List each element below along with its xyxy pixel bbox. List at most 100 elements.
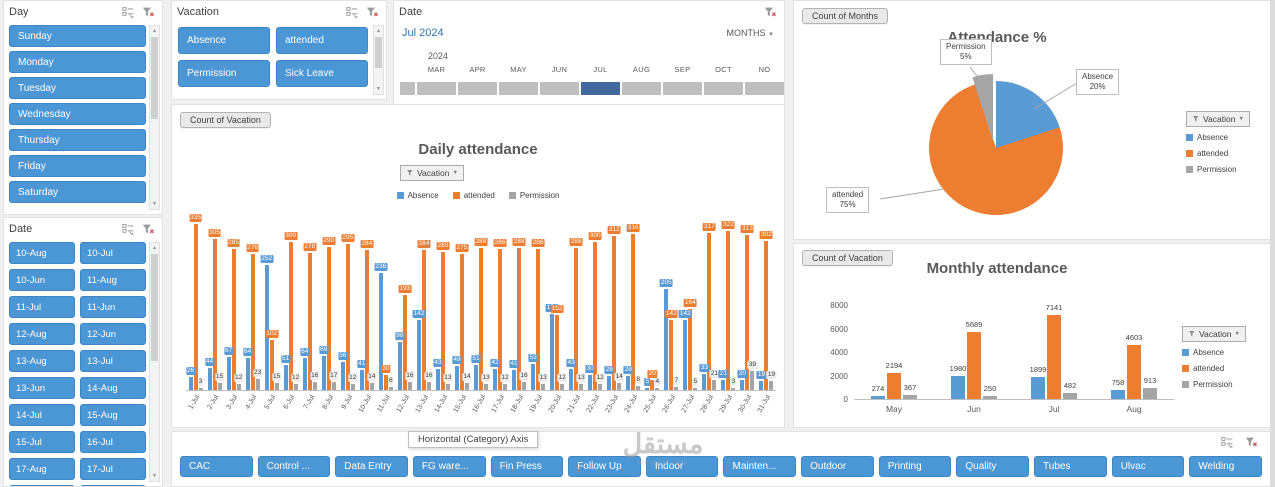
slicer-item-permission[interactable]: Permission: [178, 60, 270, 87]
timeline-segment-selected[interactable]: [581, 82, 620, 95]
bar-absence: [378, 273, 383, 390]
bar-attended: [745, 235, 750, 390]
scroll-up-icon[interactable]: ▲: [152, 245, 157, 251]
timeline-segment[interactable]: [745, 82, 784, 95]
slicer-item-11-jun[interactable]: 11-Jun: [80, 296, 146, 318]
timeline-segment[interactable]: [400, 82, 415, 95]
data-label: 13: [443, 373, 453, 382]
timeline-segment[interactable]: [540, 82, 579, 95]
scroll-up-icon[interactable]: ▲: [376, 28, 381, 34]
monthly-bar-group: 1980 5689 250: [934, 306, 1014, 399]
slicer-item-17-jul[interactable]: 17-Jul: [80, 458, 146, 480]
slicer-item-mainten-[interactable]: Mainten...: [723, 456, 797, 477]
timeline-month: JUN: [540, 65, 579, 95]
slicer-item-13-jul[interactable]: 13-Jul: [80, 350, 146, 372]
timeline-segment[interactable]: [499, 82, 538, 95]
slicer-item-10-jul[interactable]: 10-Jul: [80, 242, 146, 264]
slicer-item-17-aug[interactable]: 17-Aug: [9, 458, 75, 480]
slicer-item-saturday[interactable]: Saturday: [9, 181, 146, 203]
slicer-item-cac[interactable]: CAC: [180, 456, 253, 477]
legend-swatch: [1186, 150, 1193, 157]
count-of-vacation-button[interactable]: Count of Vacation: [180, 112, 271, 128]
slicer-item-data-entry[interactable]: Data Entry: [335, 456, 408, 477]
count-of-months-button[interactable]: Count of Months: [802, 8, 889, 24]
clear-filter-icon[interactable]: [762, 5, 779, 20]
slicer-item-10-aug[interactable]: 10-Aug: [9, 242, 75, 264]
department-slicer-list: CAC Control ... Data Entry FG ware... Fin Pr…: [180, 456, 1262, 477]
daily-bar-group: 28 312 14 23-Jul: [604, 209, 624, 414]
slicer-item-16-jul[interactable]: 16-Jul: [80, 431, 146, 453]
slicer-item-11-aug[interactable]: 11-Aug: [80, 269, 146, 291]
timeline-segment[interactable]: [704, 82, 743, 95]
vacation-filter-button[interactable]: Vacation ▼: [1186, 111, 1250, 127]
date-slicer-scrollbar[interactable]: ▲ ▼: [149, 242, 160, 482]
clear-filter-icon[interactable]: [140, 222, 157, 237]
slicer-item-15-aug[interactable]: 15-Aug: [80, 404, 146, 426]
slicer-item-tubes[interactable]: Tubes: [1034, 456, 1107, 477]
timeline-segment[interactable]: [622, 82, 661, 95]
data-label: 14: [614, 373, 624, 382]
slicer-item-clipped[interactable]: [9, 485, 75, 486]
clear-filter-icon[interactable]: [140, 5, 157, 20]
scrollbar-thumb[interactable]: [151, 254, 158, 362]
bar-attended: [707, 233, 712, 390]
slicer-item-10-jun[interactable]: 10-Jun: [9, 269, 75, 291]
scroll-down-icon[interactable]: ▼: [376, 86, 381, 92]
slicer-item-outdoor[interactable]: Outdoor: [801, 456, 874, 477]
slicer-item-friday[interactable]: Friday: [9, 155, 146, 177]
day-slicer-scrollbar[interactable]: ▲ ▼: [149, 25, 160, 210]
timeline-segment[interactable]: [663, 82, 702, 95]
scrollbar-thumb[interactable]: [151, 37, 158, 120]
vacation-filter-button[interactable]: Vacation ▼: [400, 165, 464, 181]
slicer-item-fg-ware-[interactable]: FG ware...: [412, 456, 486, 477]
scroll-up-icon[interactable]: ▲: [152, 28, 157, 34]
daily-bar-group: 49 275 14 15-Jul: [452, 209, 472, 414]
slicer-item-sick-leave[interactable]: Sick Leave: [276, 60, 368, 87]
scroll-down-icon[interactable]: ▼: [152, 201, 157, 207]
slicer-item-15-jul[interactable]: 15-Jul: [9, 431, 75, 453]
slicer-item-fin-press[interactable]: Fin Press: [490, 456, 564, 477]
slicer-item-wednesday[interactable]: Wednesday: [9, 103, 146, 125]
slicer-item-attended[interactable]: attended: [276, 27, 368, 54]
slicer-item-14-aug[interactable]: 14-Aug: [80, 377, 146, 399]
slicer-item-indoor[interactable]: Indoor: [645, 456, 719, 477]
bar-absence: [512, 369, 517, 390]
slicer-item-thursday[interactable]: Thursday: [9, 129, 146, 151]
chevron-down-icon: ▼: [452, 170, 458, 176]
count-of-vacation-button[interactable]: Count of Vacation: [802, 250, 893, 266]
slicer-item-13-aug[interactable]: 13-Aug: [9, 350, 75, 372]
clear-filter-icon[interactable]: [364, 5, 381, 20]
scrollbar-thumb[interactable]: [375, 37, 382, 68]
slicer-item-follow-up[interactable]: Follow Up: [568, 456, 641, 477]
slicer-item-ulvac[interactable]: Ulvac: [1111, 456, 1185, 477]
slicer-item-quality[interactable]: Quality: [956, 456, 1030, 477]
scroll-down-icon[interactable]: ▼: [152, 473, 157, 479]
slicer-item-12-aug[interactable]: 12-Aug: [9, 323, 75, 345]
multiselect-icon[interactable]: [344, 5, 361, 20]
slicer-item-printing[interactable]: Printing: [878, 456, 952, 477]
timeline-segment[interactable]: [417, 82, 456, 95]
slicer-item-absence[interactable]: Absence: [178, 27, 270, 54]
slicer-item-clipped[interactable]: [80, 485, 146, 486]
slicer-item-13-jun[interactable]: 13-Jun: [9, 377, 75, 399]
timeline-segment[interactable]: [458, 82, 497, 95]
slicer-item-sunday[interactable]: Sunday: [9, 25, 146, 47]
bar-attended: [193, 224, 198, 390]
vacation-slicer-scrollbar[interactable]: ▲ ▼: [373, 25, 384, 95]
timeline-period-selector[interactable]: MONTHS ▼: [727, 28, 774, 38]
slicer-item-14-jul[interactable]: 14-Jul: [9, 404, 75, 426]
slicer-item-12-jun[interactable]: 12-Jun: [80, 323, 146, 345]
slicer-item-control-[interactable]: Control ...: [257, 456, 331, 477]
slicer-item-11-jul[interactable]: 11-Jul: [9, 296, 75, 318]
x-axis-label: 13-Jul: [414, 394, 430, 415]
multiselect-icon[interactable]: [120, 222, 137, 237]
x-axis-label: 17-Jul: [490, 394, 507, 415]
clear-filter-icon[interactable]: [1243, 435, 1260, 450]
multiselect-icon[interactable]: [120, 5, 137, 20]
slicer-item-monday[interactable]: Monday: [9, 51, 146, 73]
slicer-item-tuesday[interactable]: Tuesday: [9, 77, 146, 99]
legend-swatch: [508, 192, 516, 199]
slicer-item-welding[interactable]: Welding: [1189, 456, 1262, 477]
multiselect-icon[interactable]: [1219, 435, 1236, 450]
vacation-filter-button[interactable]: Vacation ▼: [1182, 326, 1246, 342]
